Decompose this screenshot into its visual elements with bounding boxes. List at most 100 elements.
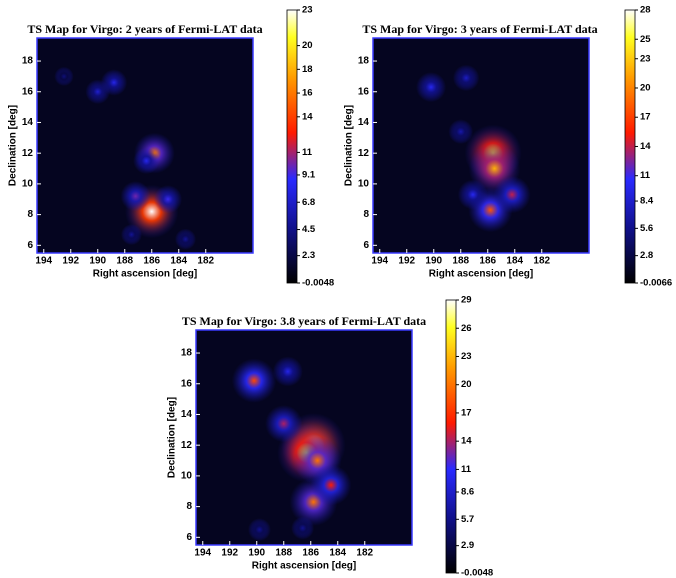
hotspot: [133, 147, 160, 175]
y-tick-label: 8: [186, 501, 192, 512]
hotspot: [175, 228, 196, 250]
hotspot: [493, 176, 531, 214]
colorbar-tick-label: 23: [302, 5, 313, 16]
hotspot: [153, 185, 183, 214]
hotspot: [272, 356, 303, 387]
hotspot: [121, 224, 142, 246]
x-tick-label: 188: [452, 256, 469, 267]
colorbar-tick-label: 23: [461, 351, 472, 362]
colorbar-tick-label: -0.0048: [302, 278, 334, 289]
hotspot: [54, 66, 74, 86]
colorbar-tick-label: -0.0066: [640, 278, 672, 289]
hotspot: [452, 64, 480, 92]
y-tick-label: 14: [22, 117, 34, 128]
x-tick-label: 190: [425, 256, 442, 267]
x-tick-label: 192: [62, 256, 79, 267]
colorbar-tick-label: 14: [302, 111, 313, 122]
colorbar-tick-label: 20: [302, 40, 313, 51]
colorbar-tick-label: 2.9: [461, 540, 474, 551]
y-tick-label: 12: [22, 148, 34, 159]
colorbar-tick-label: 9.1: [302, 169, 316, 180]
y-tick-label: 14: [358, 117, 370, 128]
chart-title: TS Map for Virgo: 2 years of Fermi-LAT d…: [27, 22, 262, 36]
hotspot: [231, 358, 277, 403]
hotspot: [416, 72, 447, 103]
colorbar-tick-label: 29: [461, 295, 472, 306]
x-tick-label: 194: [194, 548, 211, 559]
colorbar-tick-label: 6.8: [302, 197, 315, 208]
colorbar: [286, 9, 298, 284]
x-tick-label: 190: [89, 256, 106, 267]
y-tick-label: 12: [358, 148, 370, 159]
y-tick-label: 6: [27, 240, 33, 251]
hotspot: [265, 405, 303, 443]
x-tick-label: 184: [506, 256, 523, 267]
x-tick-label: 182: [356, 548, 373, 559]
x-tick-label: 186: [302, 548, 319, 559]
colorbar-tick-label: 18: [302, 64, 313, 75]
colorbar-tick-label: 17: [640, 112, 651, 123]
hotspot: [457, 179, 488, 210]
y-tick-label: 16: [358, 86, 370, 97]
colorbar-tick-label: 28: [640, 5, 651, 16]
hotspot: [448, 119, 474, 144]
colorbar-tick-label: 23: [640, 53, 651, 64]
y-tick-label: 16: [181, 378, 193, 389]
x-tick-label: 188: [275, 548, 292, 559]
colorbar-tick-label: 5.6: [640, 223, 653, 234]
x-tick-label: 182: [197, 256, 214, 267]
hotspot: [120, 181, 151, 212]
heatmap: [231, 356, 352, 542]
colorbar-tick-label: 16: [302, 88, 313, 99]
y-tick-label: 12: [181, 440, 193, 451]
plot-frame: [372, 37, 590, 254]
x-tick-label: 190: [248, 548, 265, 559]
colorbar-tick-label: 2.8: [640, 250, 653, 261]
y-tick-label: 10: [181, 471, 193, 482]
colorbar-tick-label: 2.3: [302, 250, 315, 261]
hotspot: [85, 79, 111, 105]
x-axis-label: Right ascension [deg]: [93, 269, 197, 280]
y-tick-label: 8: [27, 209, 33, 220]
x-axis-label: Right ascension [deg]: [252, 561, 356, 572]
colorbar-tick-label: 17: [461, 407, 472, 418]
x-tick-label: 184: [329, 548, 346, 559]
y-tick-label: 10: [358, 179, 370, 190]
heatmap: [54, 66, 196, 250]
y-tick-label: 10: [22, 179, 34, 190]
plot-frame: [36, 37, 254, 254]
colorbar-tick-label: 20: [461, 379, 472, 390]
colorbar-tick-label: 26: [461, 323, 472, 334]
colorbar: [445, 299, 457, 574]
colorbar: [624, 9, 636, 284]
colorbar-tick-label: -0.0048: [461, 568, 493, 578]
colorbar-tick-label: 14: [461, 436, 472, 447]
colorbar-tick-label: 25: [640, 34, 651, 45]
hotspot: [310, 464, 352, 506]
y-axis-label: Declination [deg]: [344, 105, 355, 186]
y-tick-label: 18: [358, 56, 370, 67]
colorbar-tick-label: 11: [302, 147, 313, 158]
y-tick-label: 16: [22, 86, 34, 97]
chart-title: TS Map for Virgo: 3 years of Fermi-LAT d…: [362, 22, 597, 36]
y-tick-label: 8: [363, 209, 369, 220]
y-tick-label: 18: [181, 348, 193, 359]
y-tick-label: 18: [22, 56, 34, 67]
colorbar-tick-label: 11: [640, 170, 651, 181]
x-axis-label: Right ascension [deg]: [429, 269, 533, 280]
heatmap: [416, 64, 531, 233]
x-tick-label: 194: [35, 256, 52, 267]
colorbar-tick-label: 11: [461, 464, 472, 475]
y-tick-label: 6: [186, 532, 192, 543]
x-tick-label: 182: [533, 256, 550, 267]
x-tick-label: 194: [371, 256, 388, 267]
x-tick-label: 186: [479, 256, 496, 267]
x-tick-label: 188: [116, 256, 133, 267]
colorbar-tick-label: 4.5: [302, 224, 316, 235]
y-axis-label: Declination [deg]: [8, 105, 19, 186]
colorbar-tick-label: 8.6: [461, 487, 474, 498]
hotspot: [248, 518, 271, 542]
x-tick-label: 186: [143, 256, 160, 267]
x-tick-label: 184: [170, 256, 187, 267]
